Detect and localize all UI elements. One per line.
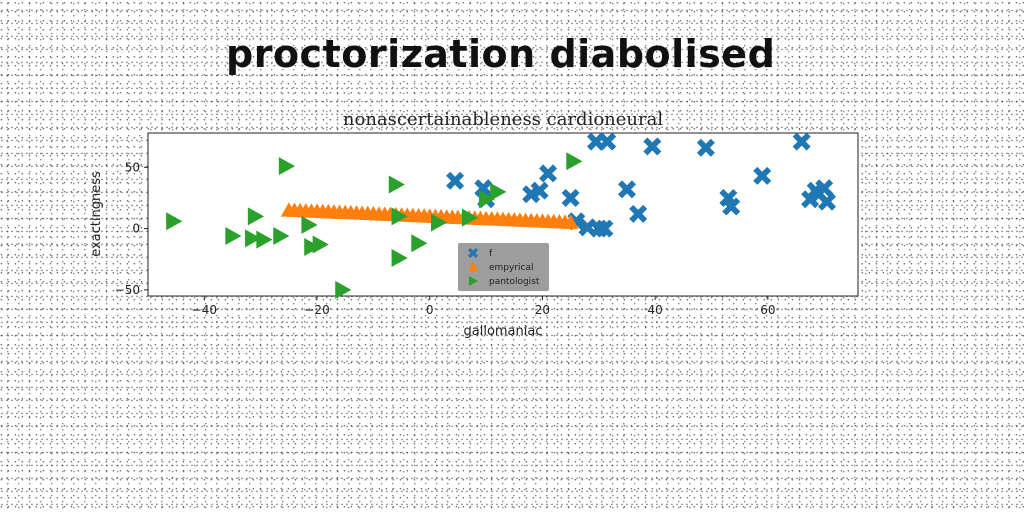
page-title: proctorization diabolised — [226, 32, 776, 76]
x-tick-label: 0 — [426, 303, 434, 317]
pantologist-point — [335, 280, 352, 299]
pantologist-point — [490, 182, 507, 201]
pantologist-point — [225, 226, 242, 245]
pantologist-point — [166, 212, 183, 231]
pantologist-point — [566, 152, 583, 171]
x-tick-label: 40 — [648, 303, 663, 317]
chart-title: nonascertainableness cardioneural — [343, 109, 663, 130]
x-tick-label: 60 — [760, 303, 775, 317]
f-point — [753, 166, 772, 185]
legend-label-pantologist: pantologist — [489, 277, 540, 287]
f-point — [643, 137, 662, 156]
f-point — [815, 179, 834, 198]
pantologist-point — [430, 213, 448, 232]
f-point — [696, 138, 715, 157]
pantologist-point — [256, 230, 273, 249]
pantologist-point — [391, 249, 408, 268]
pantologist-point — [411, 234, 428, 253]
y-tick-label: 0 — [132, 222, 140, 236]
legend-label-f: f — [489, 249, 493, 259]
legend: f empyrical pantologist — [458, 243, 549, 291]
x-tick-label: −20 — [304, 303, 329, 317]
pantologist-point — [388, 175, 405, 194]
y-tick-label: 50 — [125, 160, 140, 174]
pantologist-point — [304, 237, 321, 256]
x-axis-ticks: −40 −20 0 20 40 60 — [192, 296, 775, 317]
f-point — [818, 192, 836, 211]
f-point — [722, 197, 741, 216]
f-point — [595, 219, 614, 238]
pantologist-point — [312, 235, 329, 254]
pantologist-point — [391, 207, 408, 226]
f-point — [618, 180, 636, 199]
legend-box — [458, 243, 549, 291]
pantologist-point — [301, 215, 318, 234]
pantologist-point — [247, 207, 265, 226]
x-tick-label: 20 — [535, 303, 550, 317]
marks-layer — [166, 132, 836, 299]
empyrical-point — [562, 214, 579, 229]
pantologist-point — [461, 208, 479, 227]
f-point — [598, 132, 617, 151]
pantologist-point — [245, 229, 262, 248]
y-tick-label: −50 — [115, 283, 140, 297]
y-axis-ticks: −50 0 50 — [115, 160, 148, 297]
f-point — [446, 171, 465, 190]
pantologist-point — [478, 190, 496, 209]
pantologist-point — [278, 157, 296, 176]
legend-marker-empyrical — [468, 262, 478, 271]
pantologist-point — [273, 226, 290, 245]
x-axis-label: gallomaniac — [464, 324, 543, 339]
f-point — [792, 132, 811, 151]
x-tick-label: −40 — [192, 303, 217, 317]
legend-marker-f — [468, 248, 478, 258]
y-axis-label: exactingness — [89, 171, 104, 257]
f-point — [629, 204, 648, 223]
f-point — [539, 164, 558, 183]
legend-marker-pantologist — [469, 276, 478, 286]
legend-label-empyrical: empyrical — [489, 263, 534, 273]
f-point — [561, 189, 580, 207]
f-point — [530, 181, 549, 200]
